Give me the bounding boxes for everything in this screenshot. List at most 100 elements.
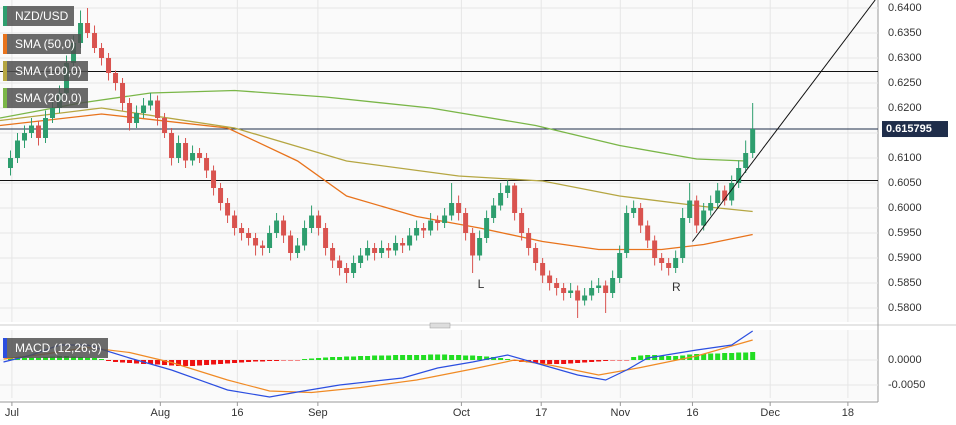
candle-body [547, 275, 553, 283]
candle-body [477, 238, 483, 256]
histogram-bar [372, 355, 378, 360]
x-tick-label: 17 [535, 407, 547, 419]
candle-body [533, 248, 539, 263]
candle-body [78, 23, 84, 43]
histogram-bar [295, 360, 301, 361]
candle-body [288, 235, 294, 253]
histogram-bar [71, 356, 77, 360]
candle-body [687, 200, 693, 218]
histogram-bar [624, 360, 630, 361]
candle-body [393, 243, 399, 251]
candle-body [323, 228, 329, 248]
candle-body [344, 268, 350, 273]
candle-body [498, 193, 504, 206]
histogram-bar [491, 357, 497, 360]
candle-body [435, 220, 441, 223]
candle-body [554, 283, 560, 288]
histogram-bar [393, 355, 399, 360]
candle-body [561, 288, 567, 293]
histogram-bar [246, 360, 252, 362]
macd-line [3, 330, 754, 398]
candle-body [92, 33, 98, 48]
legend-entry: MACD (12,26,9) [3, 338, 108, 358]
histogram-bar [379, 355, 385, 360]
candle-body [372, 248, 378, 253]
histogram-bar [36, 357, 42, 360]
histogram-bar [435, 354, 441, 360]
histogram-bar [603, 360, 609, 361]
histogram-bar [638, 355, 644, 360]
histogram-bar [43, 357, 49, 360]
price-label: 0.615795 [886, 123, 932, 135]
legend-entry: NZD/USD [3, 6, 75, 26]
sma-line [0, 113, 753, 251]
histogram-bar [582, 360, 588, 363]
candle-body [43, 118, 49, 138]
candle-body [302, 228, 308, 246]
candle-body [631, 208, 637, 213]
y-tick-label: 0.5900 [888, 252, 922, 264]
histogram-bar [162, 360, 168, 365]
histogram-bar [498, 358, 504, 360]
candle-body [218, 188, 224, 203]
histogram-bar [484, 356, 490, 360]
histogram-bar [190, 360, 196, 366]
signal-line [3, 339, 753, 394]
candle-body [750, 129, 756, 153]
pane-handle[interactable] [429, 322, 451, 329]
candle-body [113, 73, 119, 83]
candle-body [365, 248, 371, 256]
candle-body [295, 245, 301, 253]
candle-body [638, 208, 644, 226]
price-label-box [882, 121, 948, 138]
histogram-bar [596, 360, 602, 362]
histogram-bar [400, 355, 406, 360]
histogram-bar [533, 360, 539, 363]
histogram-bar [211, 360, 217, 365]
histogram-bar [505, 359, 511, 360]
y-tick-label: 0.6050 [888, 177, 922, 189]
candle-body [729, 183, 735, 201]
candle-body [190, 153, 196, 161]
candle-body [519, 213, 525, 233]
y-tick-label: 0.6250 [888, 77, 922, 89]
candle-body [407, 235, 413, 246]
histogram-bar [267, 360, 273, 361]
candle-body [99, 48, 105, 58]
histogram-bar [386, 355, 392, 360]
y-tick-label: 0.6100 [888, 152, 922, 164]
candle-body [330, 248, 336, 261]
candle-body [309, 215, 315, 228]
annotation: R [672, 280, 681, 294]
candle-body [645, 225, 651, 241]
histogram-bar [449, 355, 455, 360]
x-tick-label: 16 [231, 407, 243, 419]
trend-line [692, 0, 876, 242]
candle-body [736, 168, 742, 183]
candle-body [701, 210, 707, 226]
candle-body [337, 260, 343, 268]
candle-body [386, 248, 392, 251]
x-tick-label: Sep [308, 407, 328, 419]
y-tick-label: 0.6000 [888, 202, 922, 214]
histogram-bar [631, 357, 637, 360]
legend-entry: SMA (100,0) [3, 61, 88, 81]
histogram-bar [414, 355, 420, 360]
histogram-bar [225, 360, 231, 364]
y-tick-label: 0.6200 [888, 102, 922, 114]
legend-entry: SMA (200,0) [3, 88, 88, 108]
candle-body [127, 103, 133, 123]
candle-body [253, 238, 259, 246]
candle-body [106, 58, 112, 73]
x-tick-label: Jul [5, 407, 19, 419]
candle-body [197, 153, 203, 158]
candle-body [694, 200, 700, 226]
histogram-bar [715, 353, 721, 360]
histogram-bar [323, 357, 329, 360]
histogram-bar [218, 360, 224, 364]
x-tick-label: Dec [760, 407, 780, 419]
histogram-bar [127, 360, 133, 363]
sma-line [0, 107, 753, 213]
histogram-bar [701, 354, 707, 360]
